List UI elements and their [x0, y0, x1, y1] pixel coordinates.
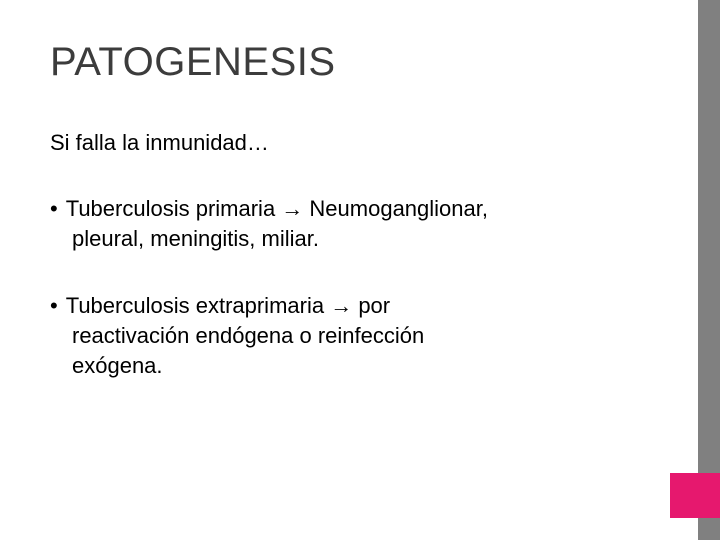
arrow-icon: → [330, 293, 352, 318]
bullet-marker: • [50, 194, 58, 224]
bullet-item: • Tuberculosis primaria → Neumogangliona… [50, 194, 660, 253]
bullet-text-post: Neumoganglionar, [303, 196, 488, 221]
slide-content: PATOGENESIS Si falla la inmunidad… • Tub… [0, 0, 720, 380]
bullet-text-line: pleural, meningitis, miliar. [50, 224, 660, 254]
bullet-text: Tuberculosis extraprimaria → por [66, 291, 390, 321]
bullet-text-post: por [352, 293, 390, 318]
bullet-text-line: reactivación endógena o reinfección [50, 321, 660, 351]
page-title: PATOGENESIS [50, 40, 660, 85]
bullet-text-pre: Tuberculosis extraprimaria [66, 293, 331, 318]
side-accent-block [670, 473, 720, 518]
bullet-text: Tuberculosis primaria → Neumoganglionar, [66, 194, 488, 224]
bullet-item: • Tuberculosis extraprimaria → por react… [50, 291, 660, 380]
bullet-marker: • [50, 291, 58, 321]
subheading: Si falla la inmunidad… [50, 130, 660, 156]
bullet-text-line: exógena. [50, 351, 660, 381]
arrow-icon: → [281, 196, 303, 221]
bullet-text-pre: Tuberculosis primaria [66, 196, 282, 221]
side-accent-bar [698, 0, 720, 540]
